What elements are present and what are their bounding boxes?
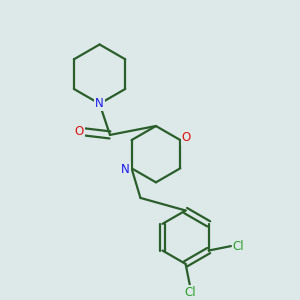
Text: Cl: Cl	[232, 240, 244, 253]
Text: N: N	[95, 97, 104, 110]
Text: O: O	[182, 130, 191, 144]
Text: N: N	[121, 163, 130, 176]
Text: O: O	[75, 125, 84, 138]
Text: Cl: Cl	[184, 286, 196, 299]
